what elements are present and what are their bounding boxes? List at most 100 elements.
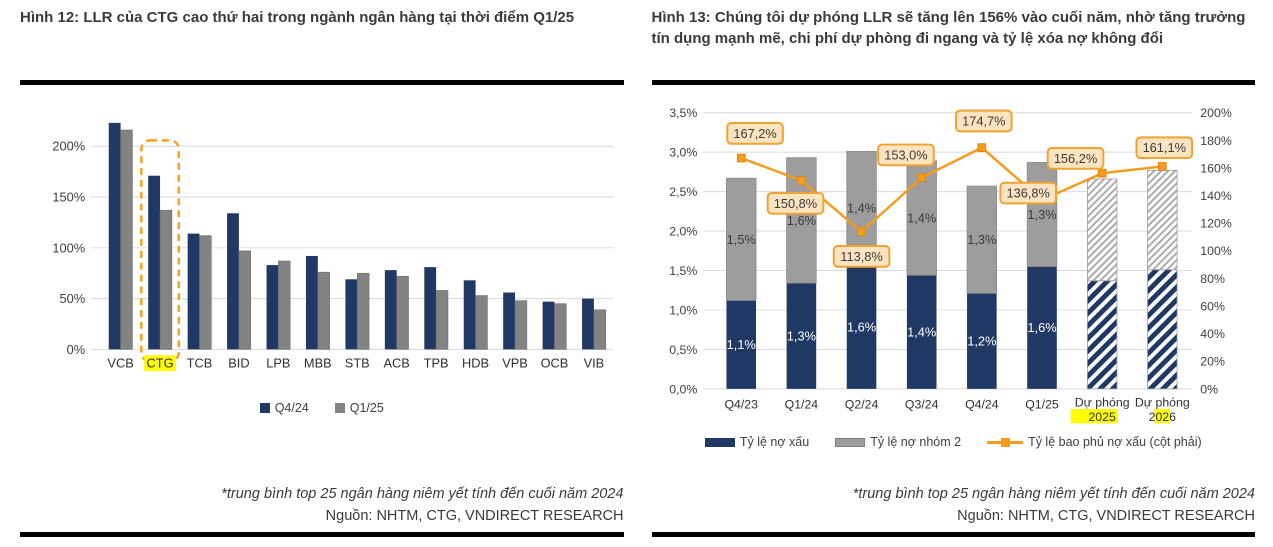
right-axis-tick: 140% bbox=[1200, 189, 1232, 203]
nhom2-value-label: 1,6% bbox=[786, 213, 815, 228]
x-tick-label-3: Q3/24 bbox=[904, 398, 938, 412]
line-label-text-3: 153,0% bbox=[884, 147, 927, 162]
x-tick-label-tcb: TCB bbox=[187, 356, 213, 371]
nhom2-value-label: 1,4% bbox=[846, 201, 875, 216]
bar-vib-q424 bbox=[582, 298, 594, 350]
x-tick-label-tpb: TPB bbox=[424, 356, 449, 371]
bar-lpb-q125 bbox=[278, 260, 291, 350]
right-axis-tick: 80% bbox=[1200, 272, 1225, 286]
legend-label-bao-phu: Tỷ lệ bao phủ nợ xấu (cột phải) bbox=[1028, 435, 1202, 450]
bar-vpb-q125 bbox=[514, 300, 528, 350]
bar-no-xau-2 bbox=[846, 264, 876, 389]
x-tick-year-6: 2025 bbox=[1088, 410, 1116, 424]
figure-13-source: Nguồn: NHTM, CTG, VNDIRECT RESEARCH bbox=[957, 508, 1255, 524]
right-axis-tick: 180% bbox=[1200, 134, 1232, 148]
x-tick-label-ctg: CTG bbox=[147, 356, 174, 371]
figure-12-panel: Hình 12: LLR của CTG cao thứ hai trong n… bbox=[20, 8, 624, 547]
figure-13-bottom-rule bbox=[651, 532, 1255, 537]
nhom2-value-label: 1,3% bbox=[1027, 207, 1056, 222]
bar-vib-q125 bbox=[593, 309, 607, 350]
line-label-text-5: 136,8% bbox=[1006, 186, 1049, 201]
line-label-text-2: 113,8% bbox=[840, 249, 882, 264]
x-tick-label-0: Q4/23 bbox=[724, 398, 758, 412]
left-axis-tick: 2,5% bbox=[669, 185, 697, 199]
bar-no-xau-6 bbox=[1086, 280, 1117, 390]
bar-acb-q125 bbox=[396, 275, 409, 350]
line-label-box-5 bbox=[998, 181, 1057, 205]
line-marker-7 bbox=[1157, 162, 1167, 171]
line-label-box-7 bbox=[1134, 136, 1193, 160]
x-tick-label-5: Q1/25 bbox=[1025, 398, 1059, 412]
line-label-text-4: 174,7% bbox=[962, 113, 1005, 128]
bar-no-xau-4 bbox=[966, 293, 997, 389]
line-marker-6 bbox=[1097, 168, 1106, 178]
bar-stb-q125 bbox=[356, 272, 370, 350]
legend-item-no-xau: Tỷ lệ nợ xấu bbox=[704, 435, 809, 449]
llr-grouped-bar-chart: 0% 50% 100% 150% 200% VCB CTG TCB BID LPB MBB STB AC… bbox=[52, 122, 614, 372]
no-xau-value-label: 1,6% bbox=[1027, 320, 1056, 335]
figure-12-legend: Q4/24 Q1/25 bbox=[20, 401, 624, 415]
bar-bid-q125 bbox=[238, 250, 252, 350]
bar-ocb-q125 bbox=[554, 303, 567, 350]
line-label-text-7: 161,1% bbox=[1142, 140, 1185, 155]
legend-swatch-nhom2 bbox=[835, 437, 866, 447]
line-label-box-3 bbox=[876, 143, 935, 167]
bar-no-xau-5 bbox=[1026, 266, 1057, 389]
no-xau-value-label: 1,1% bbox=[726, 337, 755, 352]
right-axis-tick: 160% bbox=[1200, 161, 1232, 175]
bar-ctg-q125 bbox=[159, 209, 173, 350]
figure-12-bottom-rule bbox=[20, 532, 624, 537]
figure-13-top-rule bbox=[651, 80, 1255, 85]
left-axis-tick: 0,0% bbox=[669, 382, 697, 396]
ctg-label-highlight bbox=[144, 355, 176, 372]
x-tick-label-acb: ACB bbox=[384, 356, 410, 371]
bar-mbb-q125 bbox=[317, 271, 330, 350]
line-label-text-1: 150,8% bbox=[773, 196, 816, 211]
bar-tpb-q125 bbox=[435, 290, 449, 350]
figure-12-footnote: *trung bình top 25 ngân hàng niêm yết tí… bbox=[221, 486, 624, 502]
bar-vcb-q424 bbox=[108, 122, 121, 350]
bar-lpb-q424 bbox=[266, 265, 279, 350]
right-axis-tick: 120% bbox=[1200, 217, 1232, 231]
bar-ctg-q424 bbox=[148, 175, 161, 350]
left-axis-tick: 0,5% bbox=[669, 343, 697, 357]
y-tick-label: 200% bbox=[52, 139, 85, 154]
legend-item-bao-phu: Tỷ lệ bao phủ nợ xấu (cột phải) bbox=[987, 435, 1202, 449]
no-xau-value-label: 1,3% bbox=[786, 328, 815, 343]
legend-label-q424: Q4/24 bbox=[274, 400, 309, 415]
left-axis-tick: 2,0% bbox=[669, 224, 697, 238]
line-marker-2 bbox=[856, 227, 866, 237]
figure-12-chart: 0% 50% 100% 150% 200% VCB CTG TCB BID LPB MBB STB AC… bbox=[20, 93, 624, 399]
bar-nhom2-5 bbox=[1026, 162, 1057, 267]
right-axis-tick: 200% bbox=[1200, 106, 1232, 120]
line-label-box-0 bbox=[725, 122, 784, 145]
bar-nhom2-7 bbox=[1146, 169, 1177, 271]
line-marker-4 bbox=[977, 143, 986, 152]
no-xau-value-label: 1,4% bbox=[907, 324, 936, 339]
legend-swatch-no-xau bbox=[704, 437, 735, 447]
figure-13-panel: Hình 13: Chúng tôi dự phóng LLR sẽ tăng … bbox=[651, 8, 1256, 547]
legend-swatch-q424 bbox=[259, 402, 270, 413]
no-xau-value-label: 1,2% bbox=[967, 334, 996, 349]
legend-item-q424: Q4/24 bbox=[259, 400, 309, 415]
right-axis-tick: 60% bbox=[1200, 299, 1225, 313]
line-label-box-2 bbox=[832, 245, 890, 268]
legend-swatch-q125 bbox=[334, 402, 345, 413]
line-marker-1 bbox=[796, 176, 806, 185]
x-tick-label-mbb: MBB bbox=[304, 356, 332, 371]
figure-13-title: Hình 13: Chúng tôi dự phóng LLR sẽ tăng … bbox=[651, 9, 1246, 47]
x-tick-label-vcb: VCB bbox=[107, 356, 133, 371]
figure-13-legend: Tỷ lệ nợ xấu Tỷ lệ nợ nhóm 2 Tỷ lệ bao p… bbox=[652, 435, 1256, 449]
bar-nhom2-6 bbox=[1086, 178, 1117, 282]
nhom2-value-label: 1,5% bbox=[726, 232, 755, 247]
figure-13-chart: 0,0% 0,5% 1,0% 1,5% 2,0% 2,5% 3,0% 3,5% 0% 20% 40%… bbox=[652, 93, 1256, 433]
legend-label-q125: Q1/25 bbox=[349, 400, 384, 415]
left-axis-tick: 1,5% bbox=[669, 264, 697, 278]
bar-hdb-q125 bbox=[475, 295, 488, 350]
bar-tcb-q125 bbox=[199, 235, 212, 350]
x-tick-label-1: Q1/24 bbox=[784, 398, 818, 412]
npl-stacked-bar-line-chart: 0,0% 0,5% 1,0% 1,5% 2,0% 2,5% 3,0% 3,5% 0% 20% 40%… bbox=[669, 106, 1232, 424]
bar-bid-q424 bbox=[227, 213, 239, 350]
left-axis-tick: 3,5% bbox=[669, 106, 697, 120]
right-axis-tick: 100% bbox=[1200, 244, 1232, 258]
